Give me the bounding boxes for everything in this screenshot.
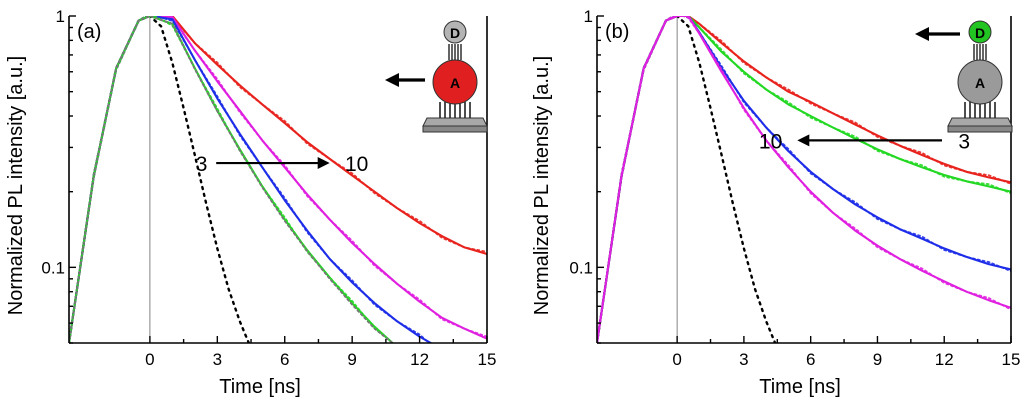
x-tick-label: 15 [478,350,497,369]
decay-data-points [597,16,1011,343]
annotation-arrow-head [797,134,810,147]
substrate-slab [422,117,488,127]
decay-data-points [597,16,1011,343]
donor-sphere [443,20,467,44]
x-tick-label: 3 [739,350,748,369]
decay-curve [597,16,1011,343]
decay-curve [597,16,1011,343]
panel-label: (b) [605,21,629,43]
decay-curve [597,16,1011,343]
x-tick-label: 12 [410,350,429,369]
annotation-end-label: 10 [759,130,782,153]
substrate-edge [947,125,1013,133]
panel-b: 0 3 6 9 12 15 0.1 1 Time [ns] Normalized PL inten… [531,7,1020,398]
decay-data-points [69,16,431,343]
x-axis-title: Time [ns] [759,376,841,398]
x-tick-label: 9 [347,350,356,369]
y-axis-title: Normalized PL intensity [a.u.] [5,56,27,315]
decay-data-points [69,16,487,343]
decay-curve [69,16,487,343]
emission-arrow-head [385,73,399,87]
decay-curve [69,16,394,343]
x-tick-label: 3 [213,350,222,369]
substrate-edge [422,125,488,133]
emission-arrow-head [915,27,929,41]
donor-sphere [968,20,992,44]
irf-curve [69,16,251,343]
x-tick-label: 0 [672,350,681,369]
y-tick-label: 1 [584,7,593,26]
y-tick-label: 0.1 [41,258,65,277]
decay-data-points [69,16,487,343]
annotation-start-label: 3 [958,130,970,153]
y-tick-label: 1 [56,7,65,26]
y-tick-label: 0.1 [569,258,593,277]
molecule-schematic: DA [385,20,488,133]
y-axis-title: Normalized PL intensity [a.u.] [531,56,553,315]
plot-area [69,16,487,343]
annotation-end-label: 10 [345,153,368,176]
decay-curve [69,16,487,343]
x-tick-label: 6 [280,350,289,369]
donor-label: D [975,25,985,41]
acceptor-label: A [975,75,985,91]
panel-label: (a) [77,21,101,43]
x-axis-title: Time [ns] [219,376,301,398]
decay-curve [597,16,1011,343]
x-tick-label: 15 [1002,350,1021,369]
x-tick-label: 6 [806,350,815,369]
x-tick-label: 0 [145,350,154,369]
annotation-start-label: 3 [196,153,208,176]
x-tick-label: 9 [873,350,882,369]
acceptor-label: A [450,75,460,91]
donor-label: D [450,25,460,41]
panel-a: 0 3 6 9 12 15 0.1 1 Time [ns] Normalized PL inten… [5,7,496,398]
decay-curve [69,16,432,343]
molecule-schematic: DA [915,20,1013,133]
x-tick-label: 12 [935,350,954,369]
substrate-slab [947,117,1013,127]
annotation-arrow-head [317,157,330,170]
plot-area [597,16,1011,343]
